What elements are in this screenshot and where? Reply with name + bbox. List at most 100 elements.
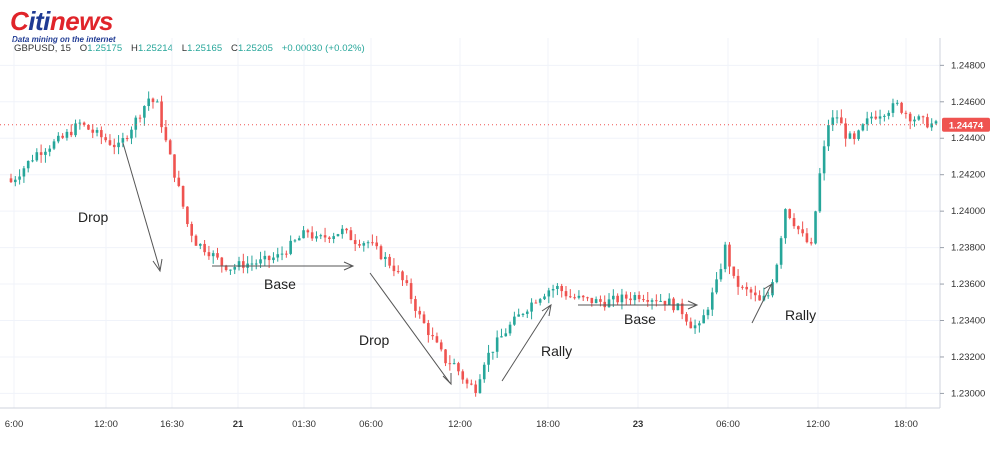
candle-body — [78, 122, 82, 124]
candle — [564, 286, 568, 300]
candle-body — [285, 253, 288, 255]
candle — [69, 124, 73, 138]
candle — [521, 312, 525, 318]
candle — [659, 293, 662, 303]
candle-body — [913, 119, 916, 122]
candle-body — [680, 303, 684, 315]
candle-body — [345, 228, 348, 231]
candle-body — [465, 379, 469, 384]
candle — [392, 258, 396, 277]
candle-body — [160, 101, 163, 128]
candle — [805, 228, 809, 244]
candle — [138, 114, 142, 123]
candle-body — [629, 298, 632, 301]
candle — [155, 99, 159, 103]
candle — [353, 234, 357, 252]
candle-body — [121, 138, 125, 143]
rally-arrow-2 — [751, 284, 772, 324]
candle-body — [594, 299, 598, 304]
candle-body — [392, 265, 396, 272]
y-tick-label: 1.24400 — [951, 133, 985, 144]
candle — [603, 295, 607, 311]
time-axis[interactable]: 6:00 12:00 16:30 21 01:30 06:00 12:00 18:00 23 06… — [5, 419, 918, 430]
candle — [749, 286, 753, 300]
candle-body — [388, 256, 391, 266]
price-axis[interactable]: 1.24800 1.24600 1.24400 1.24200 1.24000 1.238… — [940, 60, 985, 399]
candle — [646, 291, 650, 307]
drop-arrow-1-head — [152, 258, 163, 273]
candle-body — [784, 209, 787, 239]
candle — [207, 245, 211, 260]
candle — [577, 290, 581, 300]
candle-body — [69, 131, 73, 136]
candle — [100, 126, 103, 145]
change-value: +0.00030 (+0.02%) — [281, 43, 365, 54]
candle-body — [547, 290, 551, 297]
candle — [530, 298, 533, 320]
candle — [48, 145, 52, 157]
candle-body — [560, 285, 563, 292]
candle-body — [719, 269, 723, 280]
y-tick-label: 1.23400 — [951, 316, 985, 327]
candle-body — [478, 379, 482, 393]
candle-body — [444, 349, 447, 364]
candle — [754, 285, 757, 302]
candle — [517, 308, 520, 317]
candle-body — [328, 237, 331, 240]
candle-body — [61, 135, 64, 138]
annotation-drop-1: Drop — [78, 209, 109, 225]
low-label: L — [181, 43, 188, 54]
candle — [702, 309, 705, 324]
candle-body — [439, 342, 443, 350]
candle — [470, 379, 473, 386]
candle-body — [125, 138, 129, 140]
candle — [61, 133, 64, 140]
candle — [504, 328, 508, 337]
candle-body — [874, 116, 878, 119]
open-value: 1.25175 — [87, 43, 123, 54]
candle-body — [728, 244, 731, 267]
candle-body — [530, 302, 533, 312]
candle-body — [276, 254, 280, 258]
high-value: 1.25214 — [137, 43, 174, 54]
candle-body — [809, 242, 813, 244]
candle-body — [332, 236, 335, 240]
candle — [340, 225, 344, 239]
candle — [809, 237, 813, 246]
candle-body — [293, 240, 297, 242]
candle — [620, 288, 624, 310]
candle — [125, 135, 129, 142]
x-tick-label: 18:00 — [536, 419, 560, 430]
candle-body — [745, 286, 748, 290]
candle — [452, 358, 456, 365]
candle — [900, 101, 903, 115]
candle — [186, 206, 189, 227]
candle — [65, 128, 69, 141]
candle — [895, 99, 899, 106]
candle — [216, 247, 219, 260]
candle — [306, 228, 310, 238]
candle — [865, 111, 869, 131]
candle — [358, 239, 361, 248]
candle-body — [672, 298, 675, 311]
candle-body — [134, 117, 138, 130]
candle — [818, 167, 822, 213]
candle-body — [852, 133, 856, 140]
candle-body — [895, 102, 899, 104]
candle — [375, 235, 378, 250]
candle-body — [474, 384, 477, 393]
candle-body — [698, 323, 701, 326]
candle — [9, 173, 13, 184]
candle-body — [616, 295, 619, 303]
candle-body — [31, 160, 34, 162]
candle-body — [822, 146, 826, 174]
candle-body — [788, 209, 792, 219]
x-tick-label: 12:00 — [94, 419, 118, 430]
candle-body — [207, 252, 211, 257]
candle — [551, 284, 555, 298]
candle — [913, 116, 916, 127]
candle — [289, 235, 292, 256]
candle-body — [211, 253, 215, 257]
candle — [513, 311, 516, 326]
